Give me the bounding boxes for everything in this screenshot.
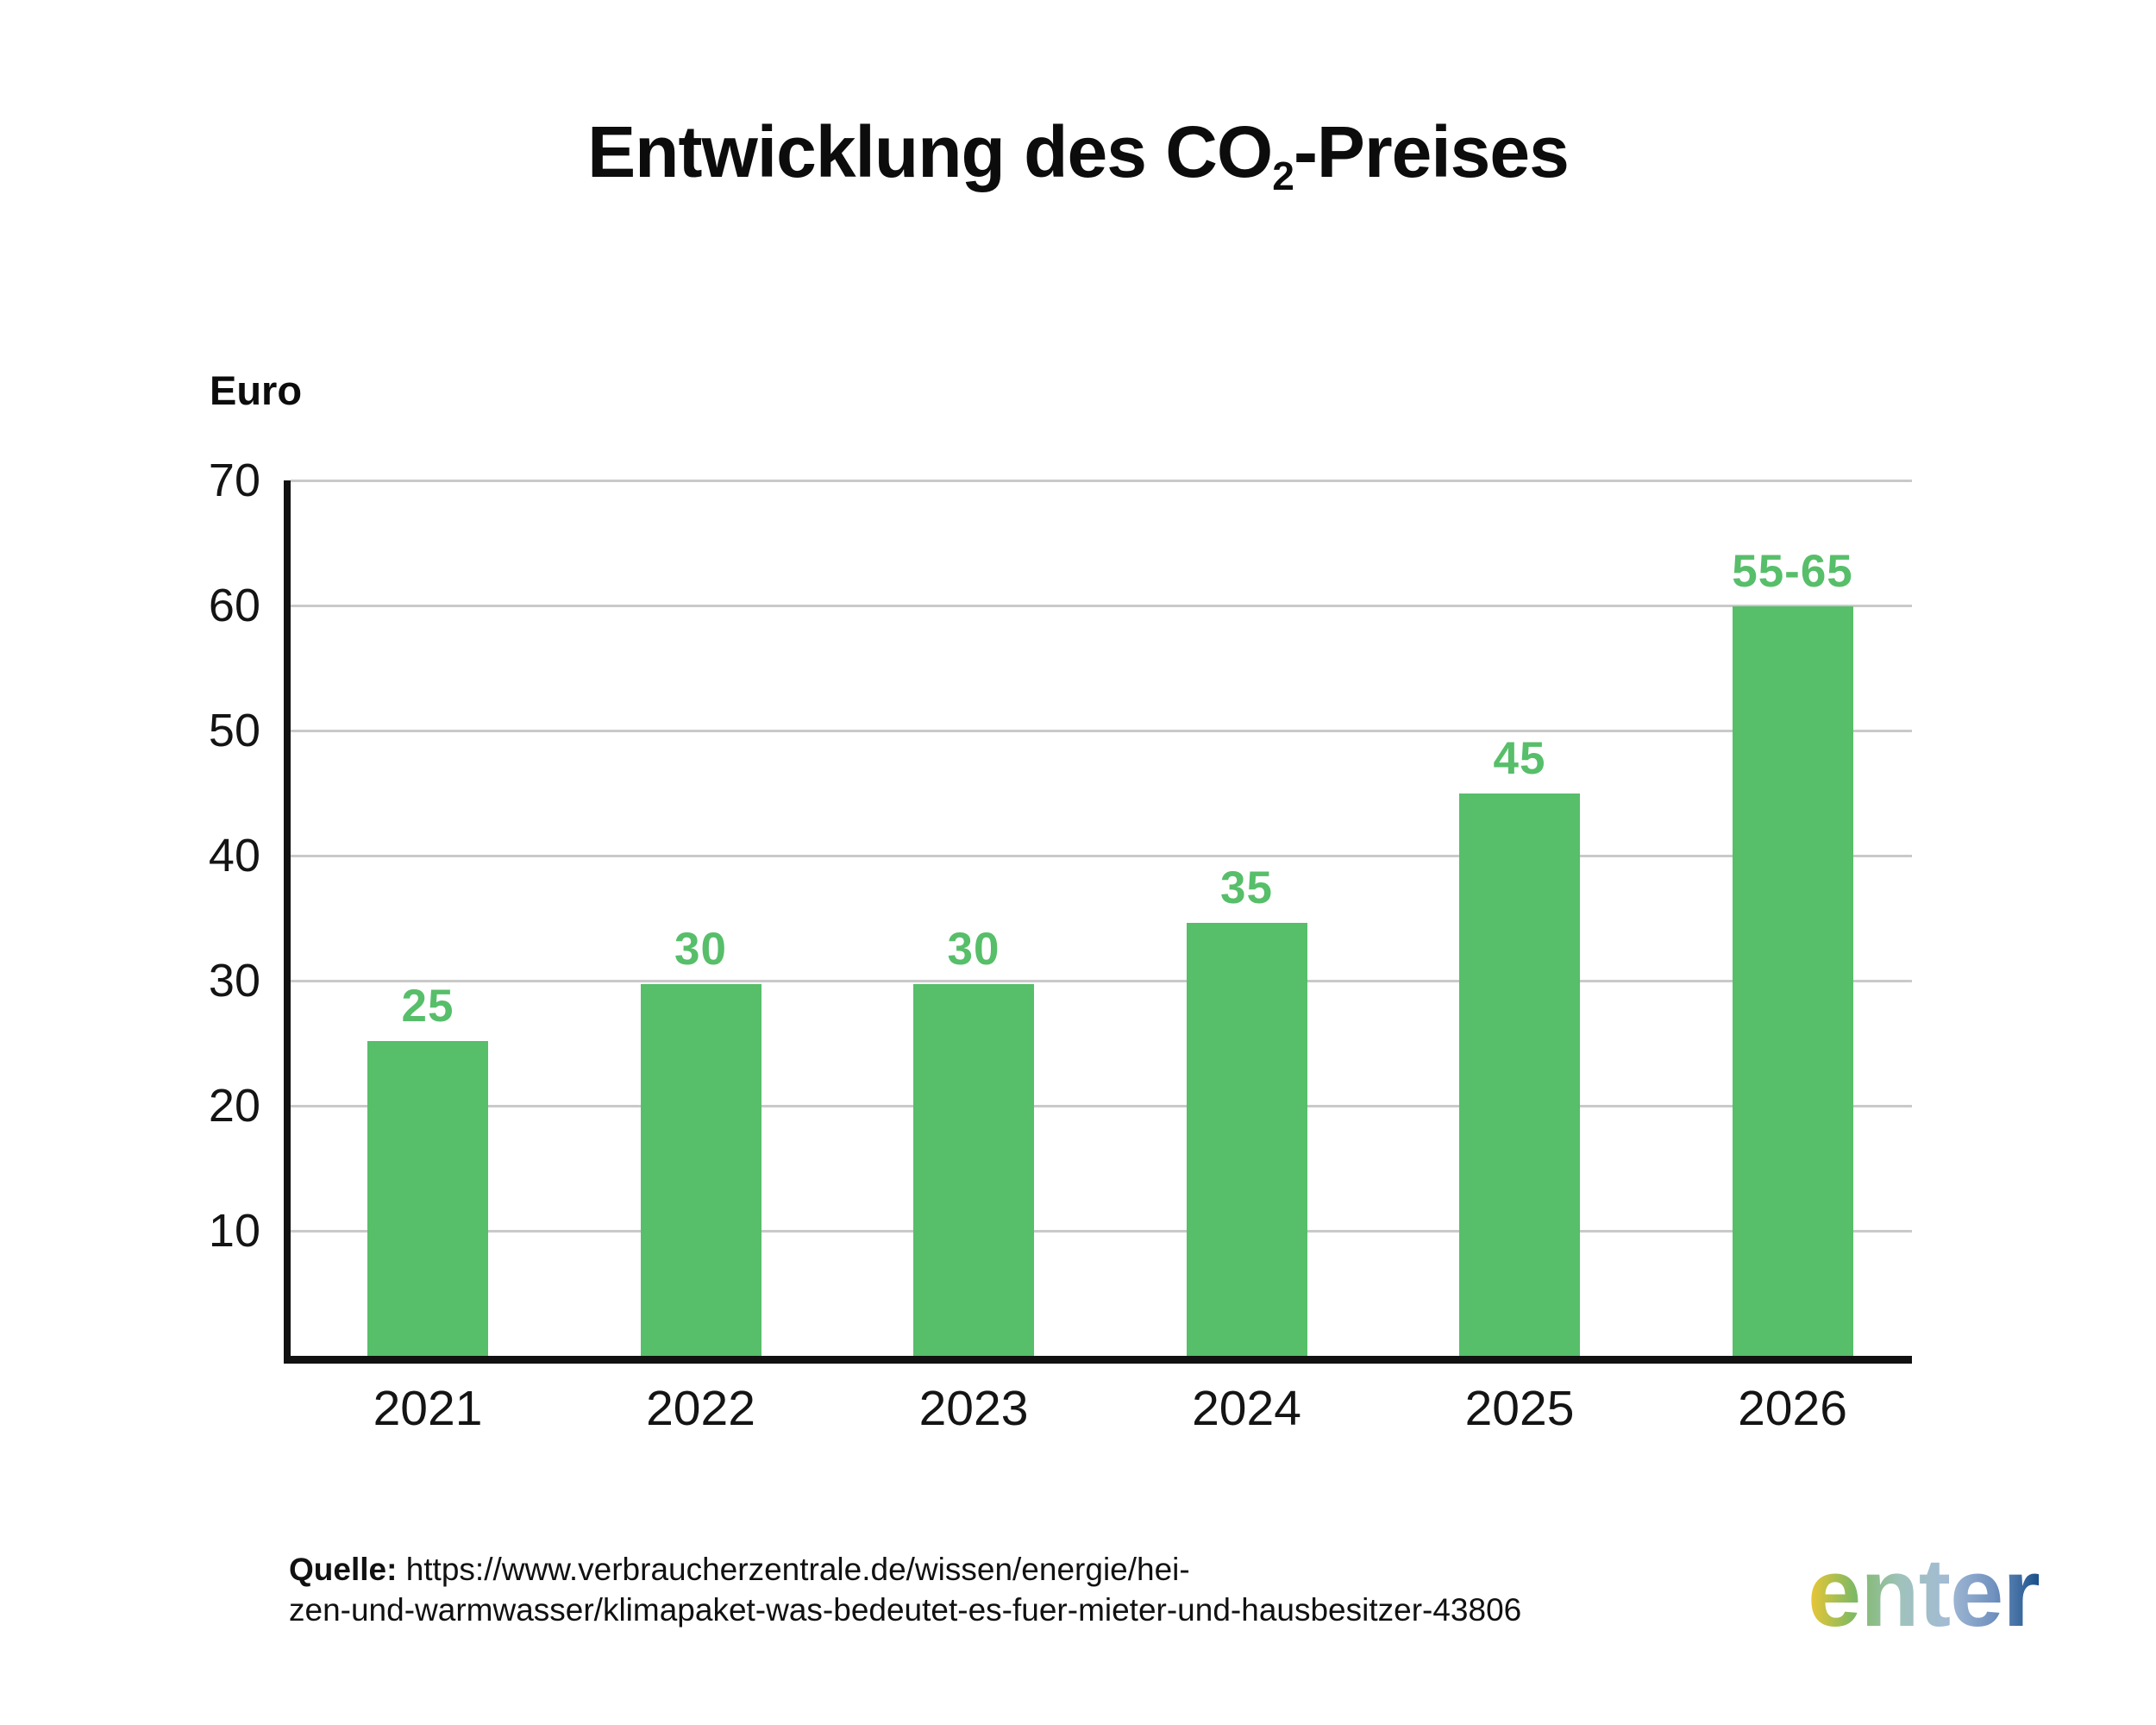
- bar-value-label-2022: 30: [674, 924, 727, 975]
- bar-2023: [913, 984, 1034, 1356]
- bar-value-label-2026: 55-65: [1732, 546, 1853, 598]
- gridline-50: [291, 730, 1912, 732]
- chart-title-suffix: -Preises: [1293, 111, 1570, 192]
- source-url-line2: zen-und-warmwasser/klimapaket-was-bedeut…: [289, 1592, 1522, 1628]
- y-tick-label-50: 50: [208, 705, 260, 756]
- x-tick-label-2022: 2022: [646, 1381, 755, 1436]
- enter-logo: enter: [1808, 1539, 2040, 1647]
- gridline-20: [291, 1105, 1912, 1107]
- y-tick-label-70: 70: [208, 455, 260, 506]
- bar-2025: [1459, 793, 1580, 1356]
- y-tick-label-40: 40: [208, 830, 260, 881]
- bar-2026: [1732, 606, 1853, 1356]
- y-tick-label-20: 20: [208, 1080, 260, 1132]
- x-tick-label-2023: 2023: [918, 1381, 1029, 1436]
- chart-title-subscript: 2: [1272, 153, 1294, 198]
- bar-value-label-2025: 45: [1493, 732, 1546, 784]
- gridline-70: [291, 480, 1912, 482]
- bar-value-label-2023: 30: [947, 924, 1000, 975]
- bar-2024: [1186, 923, 1307, 1356]
- chart-title-main: Entwicklung des CO: [587, 111, 1273, 192]
- bar-2021: [367, 1040, 488, 1356]
- chart-title: Entwicklung des CO2-Preises: [0, 110, 2156, 196]
- gridline-10: [291, 1230, 1912, 1233]
- bar-2022: [640, 984, 761, 1356]
- y-axis-label: Euro: [210, 367, 303, 413]
- plot-area: 25 30 30 35 45 55-65: [284, 480, 1912, 1364]
- source-text: Quelle: https://www.verbraucherzentrale.…: [289, 1549, 1521, 1630]
- y-tick-label-60: 60: [208, 580, 260, 631]
- gridline-40: [291, 855, 1912, 857]
- gridline-30: [291, 980, 1912, 982]
- gridline-60: [291, 605, 1912, 607]
- y-tick-label-30: 30: [208, 955, 260, 1007]
- x-tick-label-2025: 2025: [1464, 1381, 1575, 1436]
- x-tick-label-2024: 2024: [1192, 1381, 1301, 1436]
- source-url-line1: https://www.verbraucherzentrale.de/wisse…: [405, 1552, 1190, 1587]
- bar-value-label-2021: 25: [401, 980, 454, 1032]
- x-tick-label-2021: 2021: [373, 1381, 483, 1436]
- bar-value-label-2024: 35: [1220, 862, 1273, 914]
- y-tick-label-10: 10: [208, 1205, 260, 1257]
- source-label: Quelle:: [289, 1552, 398, 1587]
- x-tick-label-2026: 2026: [1738, 1381, 1847, 1436]
